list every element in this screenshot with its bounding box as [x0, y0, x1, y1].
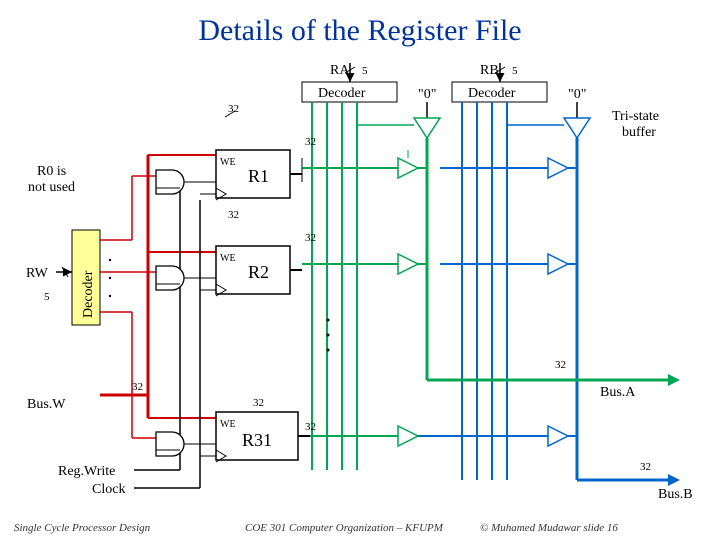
svg-text:32: 32 [305, 232, 316, 244]
svg-text:Bus.B: Bus.B [658, 487, 693, 502]
svg-text:R31: R31 [242, 430, 272, 450]
svg-text:5: 5 [44, 291, 50, 303]
svg-text:not used: not used [28, 180, 75, 195]
svg-text:WE: WE [220, 157, 236, 168]
svg-text:Bus.W: Bus.W [27, 397, 66, 412]
footer-center: COE 301 Computer Organization – KFUPM [245, 522, 443, 534]
svg-text:R2: R2 [248, 262, 269, 282]
svg-text:"0": "0" [418, 87, 436, 102]
svg-text:32: 32 [253, 397, 264, 409]
diagram-svg: RA 5 Decoder "0" RB 5 Decoder "0" Tri-st… [0, 0, 720, 540]
svg-text:32: 32 [305, 421, 316, 433]
svg-text:Reg.Write: Reg.Write [58, 464, 115, 479]
svg-text:RA: RA [330, 63, 350, 78]
footer-right: © Muhamed Mudawar slide 16 [480, 522, 618, 534]
svg-text:Bus.A: Bus.A [600, 385, 636, 400]
svg-text:32: 32 [305, 136, 316, 148]
svg-text:WE: WE [220, 253, 236, 264]
svg-text:"0": "0" [568, 87, 586, 102]
svg-text:R0 is: R0 is [37, 164, 66, 179]
svg-text:32: 32 [228, 103, 239, 115]
svg-text:32: 32 [228, 209, 239, 221]
svg-text:R1: R1 [248, 166, 269, 186]
svg-text:Decoder: Decoder [318, 86, 366, 101]
svg-text:RW: RW [26, 266, 49, 281]
svg-text:WE: WE [220, 419, 236, 430]
svg-text:Tri-state: Tri-state [612, 109, 659, 124]
svg-text:5: 5 [512, 65, 518, 77]
svg-text:5: 5 [362, 65, 368, 77]
svg-text:buffer: buffer [622, 125, 656, 140]
svg-text:32: 32 [132, 381, 143, 393]
svg-text:32: 32 [640, 461, 651, 473]
footer-left: Single Cycle Processor Design [14, 522, 150, 534]
svg-text:Clock: Clock [92, 482, 125, 497]
svg-text:32: 32 [555, 359, 566, 371]
svg-text:RB: RB [480, 63, 499, 78]
svg-text:Decoder: Decoder [468, 86, 516, 101]
svg-text:Decoder: Decoder [81, 270, 96, 318]
